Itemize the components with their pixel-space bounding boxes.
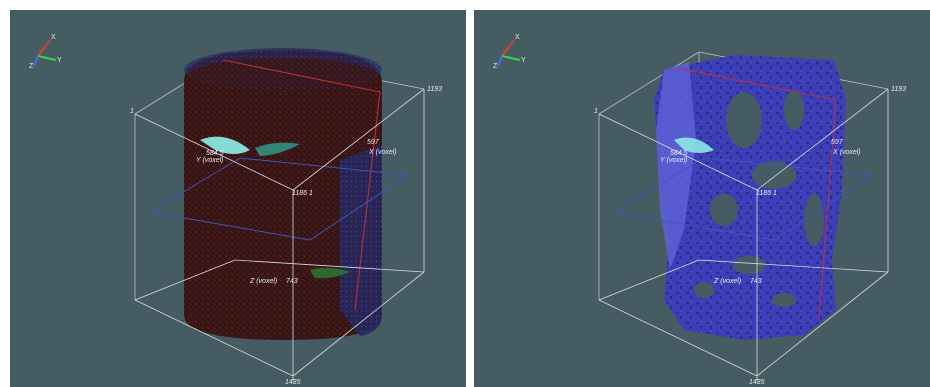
center-value-label: 1186: [756, 190, 771, 197]
slice-planes: [149, 59, 409, 380]
box-bottom-label: 1485: [749, 379, 765, 386]
box-bottom-label: 1485: [285, 379, 301, 386]
center-value-label: 1186: [292, 190, 307, 197]
z-value-label: 743: [286, 278, 298, 285]
x-value-label: 597: [831, 139, 844, 146]
right-volume-render[interactable]: X Y Z: [474, 10, 930, 387]
gizmo-y-label: Y: [521, 57, 526, 64]
box-top-left-label: 1: [130, 108, 134, 115]
box-top-right-label: 1193: [891, 86, 906, 93]
gizmo-y-label: Y: [57, 57, 62, 64]
pore-network: [654, 55, 846, 340]
x-value-label: 597: [367, 139, 380, 146]
gizmo-z-label: Z: [29, 63, 34, 70]
gizmo-x-label: X: [515, 34, 520, 41]
rock-core-cylinder: [184, 48, 382, 340]
gizmo-x-label: X: [51, 34, 56, 41]
center-tick-label: 1: [773, 190, 777, 197]
left-volume-render[interactable]: X Y Z: [10, 10, 466, 387]
x-axis-label: X (voxel): [368, 149, 397, 156]
bounding-box-front: [598, 88, 889, 377]
center-tick-label: 1: [309, 190, 313, 197]
z-axis-label: Z (voxel): [713, 278, 741, 285]
axis-gizmo: X Y Z: [493, 34, 526, 70]
y-value-label: 584.5: [206, 150, 224, 157]
y-axis-label: Y (voxel): [196, 157, 224, 164]
z-axis-label: Z (voxel): [249, 278, 277, 285]
gizmo-z-label: Z: [493, 63, 498, 70]
right-3d-viewport[interactable]: X Y Z: [474, 10, 930, 387]
y-axis-label: Y (voxel): [660, 157, 688, 164]
box-top-right-label: 1193: [427, 86, 442, 93]
box-top-left-label: 1: [594, 108, 598, 115]
x-axis-label: X (voxel): [832, 149, 861, 156]
z-value-label: 743: [750, 278, 762, 285]
axis-gizmo: X Y Z: [29, 34, 62, 70]
y-value-label: 584.5: [670, 150, 688, 157]
left-3d-viewport[interactable]: X Y Z: [10, 10, 466, 387]
bounding-box-front: [134, 88, 425, 377]
